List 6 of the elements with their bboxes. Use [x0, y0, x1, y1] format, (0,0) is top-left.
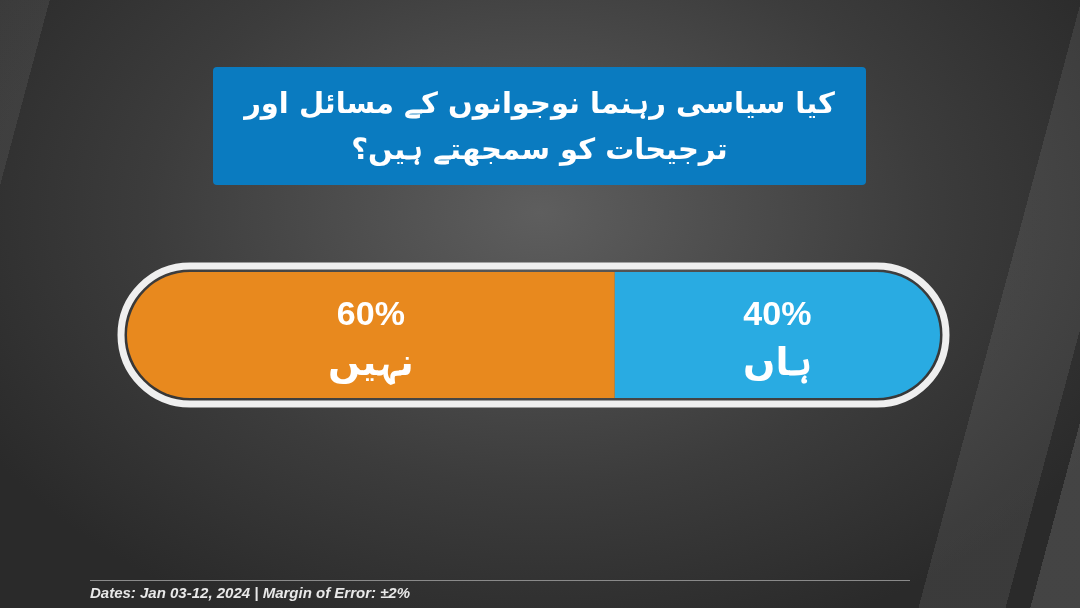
data-label: 40%: [743, 294, 812, 332]
chart-title: کیا سیاسی رہنما نوجوانوں کے مسائل اور ترجیحات کو سمجھتے ہیں؟: [242, 85, 836, 168]
series-label: نہیں: [327, 340, 414, 385]
text: Dates: Jan 03-12, 2024 | Margin of Error: ±2%: [90, 583, 910, 603]
data-label: 60%: [336, 294, 405, 332]
series-label: ہاں: [743, 340, 812, 384]
